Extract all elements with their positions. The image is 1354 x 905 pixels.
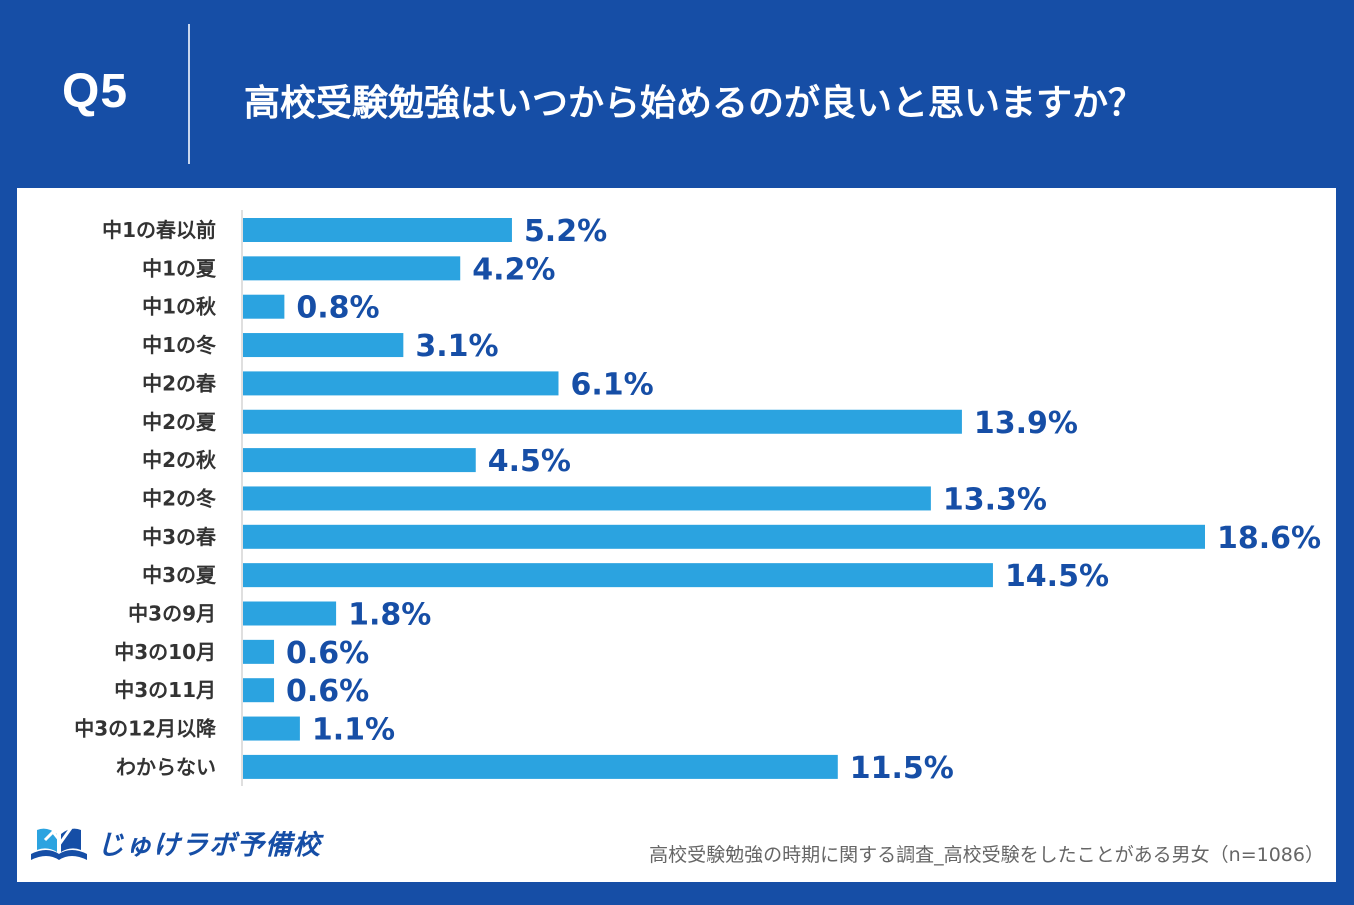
category-label: わからない: [116, 755, 216, 779]
bar: [243, 256, 461, 281]
category-label: 中2の冬: [142, 486, 216, 510]
header: Q5 高校受験勉強はいつから始めるのが良いと思いますか？: [0, 0, 1354, 188]
category-label: 中2の秋: [142, 448, 217, 472]
category-label: 中1の冬: [142, 333, 216, 357]
question-title: 高校受験勉強はいつから始めるのが良いと思いますか？: [244, 83, 1145, 124]
data-label: 1.1%: [312, 713, 395, 748]
bar: [243, 448, 476, 473]
data-label: 1.8%: [348, 598, 431, 633]
category-label: 中2の春: [142, 371, 217, 395]
data-label: 11.5%: [850, 751, 954, 786]
bar: [243, 524, 1205, 549]
source-note: 高校受験勉強の時期に関する調査_高校受験をしたことがある男女（n=1086）: [649, 844, 1324, 866]
category-label: 中3の春: [142, 525, 217, 549]
bar: [243, 486, 931, 511]
data-label: 18.6%: [1217, 521, 1321, 556]
logo-text: じゅけラボ予備校: [97, 829, 321, 861]
data-label: 6.1%: [570, 367, 653, 402]
category-label: 中3の夏: [142, 563, 217, 587]
category-label: 中3の9月: [128, 602, 216, 626]
bar: [243, 601, 337, 626]
chart-panel: 中1の春以前 5.2% 中1の夏 4.2% 中1の秋 0.8% 中1の冬 3.1% 中2の春 6.…: [17, 188, 1336, 882]
data-label: 13.9%: [974, 406, 1078, 441]
category-label: 中1の秋: [142, 295, 217, 319]
bar: [243, 333, 404, 358]
bar: [243, 218, 512, 242]
category-label: 中3の11月: [114, 678, 216, 702]
header-divider: [188, 24, 190, 164]
data-label: 0.6%: [286, 636, 369, 671]
bar: [243, 754, 838, 779]
data-label: 4.5%: [488, 444, 571, 479]
category-label: 中2の夏: [142, 410, 217, 434]
category-label: 中1の春以前: [102, 218, 216, 242]
bar: [243, 294, 285, 319]
brand-logo: じゅけラボ予備校: [27, 820, 321, 864]
book-logo-icon: [31, 827, 87, 860]
data-label: 0.8%: [296, 291, 379, 326]
data-label: 13.3%: [943, 482, 1047, 517]
data-label: 3.1%: [415, 329, 498, 364]
bar: [243, 371, 559, 396]
bar: [243, 563, 993, 588]
bar-chart: 中1の春以前 5.2% 中1の夏 4.2% 中1の秋 0.8% 中1の冬 3.1% 中2の春 6.…: [74, 210, 1321, 786]
bar: [243, 639, 275, 664]
category-label: 中1の夏: [142, 256, 217, 280]
data-label: 5.2%: [524, 214, 607, 249]
data-label: 14.5%: [1005, 559, 1109, 594]
bar: [243, 716, 300, 741]
data-label: 0.6%: [286, 674, 369, 709]
bar: [243, 409, 962, 434]
category-label: 中3の10月: [114, 640, 216, 664]
category-label: 中3の12月以降: [74, 717, 217, 741]
question-number: Q5: [62, 65, 129, 118]
data-label: 4.2%: [472, 252, 555, 287]
bar: [243, 678, 275, 703]
